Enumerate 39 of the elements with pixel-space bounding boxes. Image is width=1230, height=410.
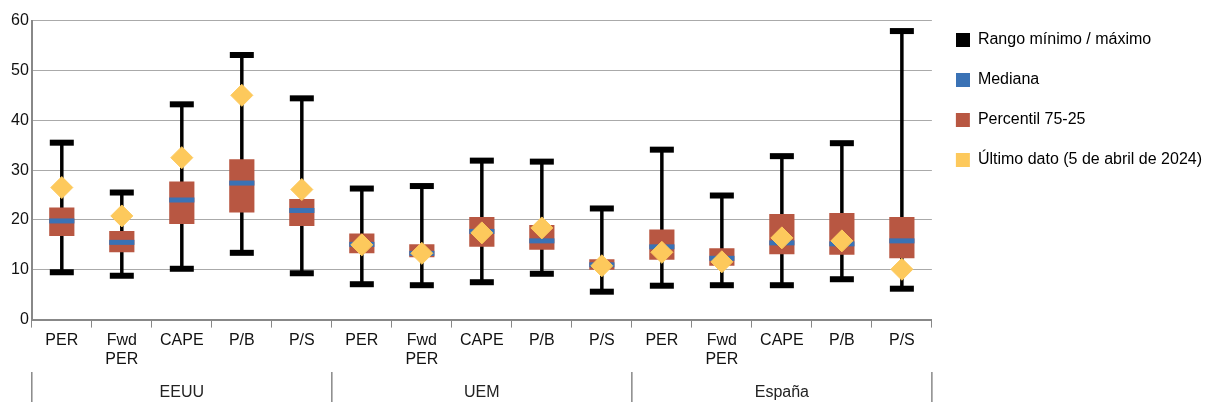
x-tick-label: PER — [345, 330, 379, 348]
point — [890, 257, 914, 281]
legend-label: Percentil 75-25 — [977, 110, 1086, 128]
x-tick-label: PER — [45, 330, 79, 348]
x-tick-label: P/B — [528, 330, 555, 348]
x-tick-label: Fwd PER — [105, 330, 139, 367]
point — [710, 250, 734, 274]
x-tick-label: P/B — [228, 330, 255, 348]
text: Mediana — [977, 70, 1040, 88]
point — [590, 254, 614, 278]
y-tick-label: 10 — [11, 260, 29, 278]
y-tick-label: 40 — [11, 110, 29, 128]
text: Rango mínimo / máximo — [977, 30, 1152, 48]
text: UEM — [464, 383, 500, 401]
point — [170, 146, 194, 170]
point — [530, 216, 554, 240]
y-tick-label: 60 — [11, 11, 29, 29]
point — [230, 83, 254, 107]
x-tick-label: CAPE — [760, 330, 804, 348]
point — [50, 176, 74, 200]
x-tick-label: P/S — [288, 330, 315, 348]
x-tick-label: P/B — [828, 330, 855, 348]
x-tick-label: Fwd PER — [705, 330, 739, 367]
text: EEUU — [159, 383, 205, 401]
y-tick-label: 0 — [19, 310, 29, 328]
text: España — [754, 383, 810, 401]
x-tick-label: CAPE — [160, 330, 204, 348]
y-tick-label: 30 — [11, 160, 29, 178]
x-tick-label: PER — [645, 330, 679, 348]
x-tick-label: P/S — [888, 330, 915, 348]
point — [410, 241, 434, 265]
x-tick-label: Fwd PER — [405, 330, 439, 367]
x-tick-label: P/S — [588, 330, 615, 348]
legend-label: Último dato (5 de abril de 2024) — [977, 149, 1202, 168]
point — [290, 178, 314, 202]
y-tick-label: 50 — [11, 60, 29, 78]
y-tick-label: 20 — [11, 210, 29, 228]
x-tick-label: CAPE — [460, 330, 504, 348]
point — [110, 204, 134, 228]
